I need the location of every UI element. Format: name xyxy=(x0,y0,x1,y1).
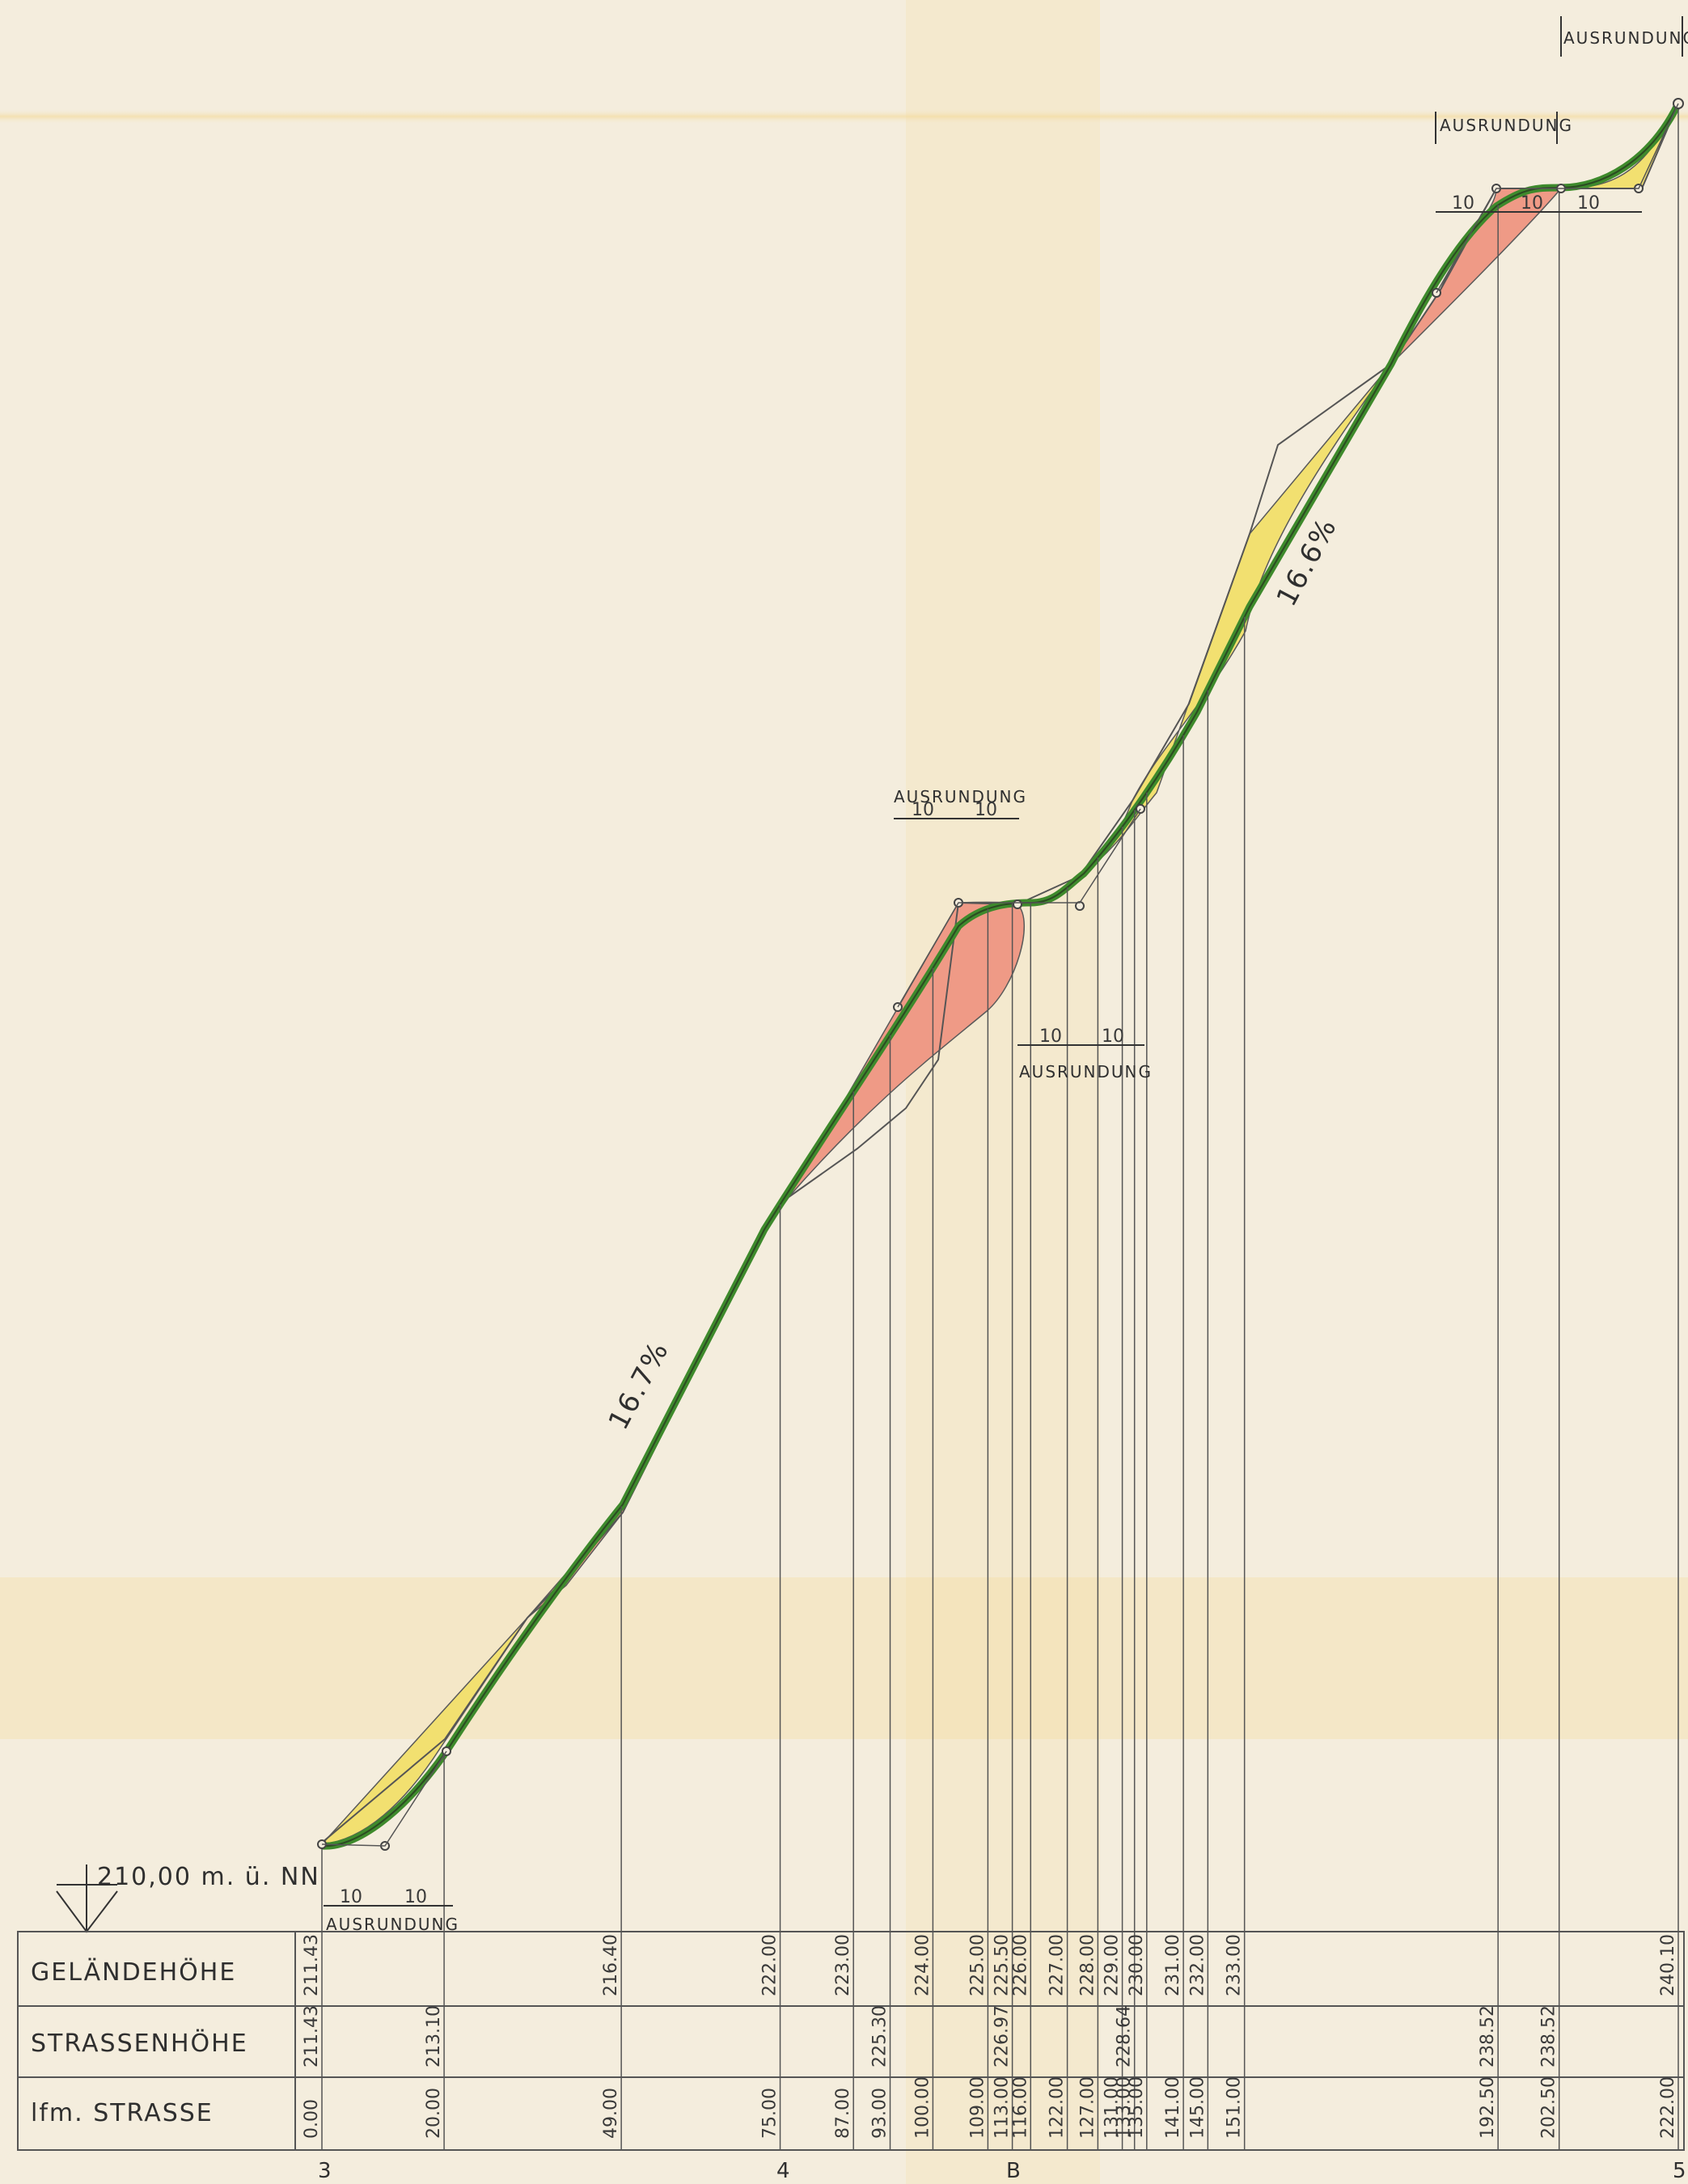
dim-10: 10 xyxy=(404,1887,427,1907)
table-value-lfm: 20.00 xyxy=(424,2088,444,2139)
paper-fold-vertical xyxy=(906,0,1100,2184)
ausrundung-label: AUSRUNDUNG xyxy=(894,787,1027,806)
table-value-terrain: 225.00 xyxy=(967,1934,988,1996)
dim-10: 10 xyxy=(1521,193,1543,214)
paper-glow-band xyxy=(0,1577,1688,1739)
table-value-lfm: 122.00 xyxy=(1047,2076,1068,2139)
table-value-lfm: 87.00 xyxy=(833,2088,853,2139)
table-value-lfm: 192.50 xyxy=(1478,2076,1498,2139)
table-value-terrain: 226.00 xyxy=(1010,1934,1030,1996)
dim-10: 10 xyxy=(912,800,934,820)
table-value-road: 228.64 xyxy=(1115,2005,1135,2068)
ausrundung-label: AUSRUNDUNG xyxy=(1019,1062,1153,1081)
table-value-terrain: 231.00 xyxy=(1163,1934,1183,1996)
table-value-terrain: 225.50 xyxy=(992,1934,1013,1996)
table-value-lfm: 0.00 xyxy=(302,2099,322,2139)
datum-label: 210,00 m. ü. NN xyxy=(97,1863,320,1891)
table-value-terrain: 227.00 xyxy=(1047,1934,1068,1996)
table-value-lfm: 93.00 xyxy=(870,2088,891,2139)
table-value-road: 225.30 xyxy=(870,2005,891,2068)
tangent-construction xyxy=(321,1750,447,1847)
bottom-mark-4: 4 xyxy=(776,2159,792,2183)
table-value-terrain: 223.00 xyxy=(833,1934,853,1996)
curve-point xyxy=(1673,98,1684,109)
table-value-lfm: 135.00 xyxy=(1127,2076,1147,2139)
row-label-lfm-strasse: lfm. STRASSE xyxy=(31,2099,214,2127)
table-value-lfm: 151.00 xyxy=(1225,2076,1245,2139)
table-value-terrain: 224.00 xyxy=(912,1934,933,1996)
table-value-road: 226.97 xyxy=(992,2005,1013,2068)
station-lines xyxy=(321,104,1679,2150)
table-value-road: 238.52 xyxy=(1478,2005,1498,2068)
row-label-strassenhoehe: STRASSENHÖHE xyxy=(31,2029,248,2058)
table-value-lfm: 49.00 xyxy=(601,2088,621,2139)
ausrundung-annotations: AUSRUNDUNG AUSRUNDUNG AUSRUNDUNG AUSRUND… xyxy=(326,28,1688,1934)
ausrundung-label: AUSRUNDUNG xyxy=(1440,116,1573,135)
dim-10: 10 xyxy=(1452,193,1474,214)
paper-fold-horizontal xyxy=(0,0,1688,259)
table-value-lfm: 141.00 xyxy=(1163,2076,1183,2139)
table-value-road: 213.10 xyxy=(424,2005,444,2068)
table-value-terrain: 228.00 xyxy=(1077,1934,1098,1996)
row-label-gelaendehoehe: GELÄNDEHÖHE xyxy=(31,1958,236,1987)
tangent-construction xyxy=(897,808,1141,1008)
table-value-lfm: 109.00 xyxy=(967,2076,988,2139)
dim-10: 10 xyxy=(1039,1026,1062,1047)
table-value-lfm: 222.00 xyxy=(1658,2076,1678,2139)
tangent-construction xyxy=(1436,103,1679,294)
ausrundung-brackets xyxy=(324,16,1683,1907)
dim-10: 10 xyxy=(975,800,997,820)
curve-point xyxy=(1013,899,1022,909)
table-value-road: 238.52 xyxy=(1539,2005,1559,2068)
table-value-lfm: 133.00 xyxy=(1115,2076,1135,2139)
dim-10: 10 xyxy=(1102,1026,1124,1047)
table-value-lfm: 202.50 xyxy=(1539,2076,1559,2139)
table-value-lfm: 116.00 xyxy=(1010,2076,1030,2139)
ausrundung-label: AUSRUNDUNG xyxy=(1563,28,1688,48)
table-value-terrain: 232.00 xyxy=(1187,1934,1208,1996)
table-value-lfm: 113.00 xyxy=(992,2076,1013,2139)
bottom-mark-3: 3 xyxy=(318,2159,333,2183)
table-value-terrain: 229.00 xyxy=(1102,1934,1123,1996)
bottom-mark-5: 5 xyxy=(1673,2159,1688,2183)
table-value-road: 211.43 xyxy=(302,2005,322,2068)
dim-10: 10 xyxy=(1577,193,1600,214)
table-value-lfm: 75.00 xyxy=(760,2088,781,2139)
table-value-terrain: 233.00 xyxy=(1225,1934,1245,1996)
dim-10: 10 xyxy=(340,1887,362,1907)
table-value-terrain: 240.10 xyxy=(1658,1934,1678,1996)
table-values: 211.43 211.43 0.00 213.10 20.00 216.40 49.00 22… xyxy=(302,1934,1678,2139)
table-value-lfm: 127.00 xyxy=(1077,2076,1098,2139)
table-value-terrain: 216.40 xyxy=(601,1934,621,1996)
table-value-terrain: 222.00 xyxy=(760,1934,781,1996)
profile-table xyxy=(17,1931,1685,2151)
table-value-lfm: 145.00 xyxy=(1187,2076,1208,2139)
table-value-terrain: 230.00 xyxy=(1127,1934,1147,1996)
table-value-lfm: 131.00 xyxy=(1102,2076,1123,2139)
curve-dimension-text: 10 10 10 10 10 10 10 10 10 xyxy=(340,193,1600,1907)
bottom-mark-b: B xyxy=(1006,2159,1022,2183)
table-value-terrain: 211.43 xyxy=(302,1934,322,1996)
table-value-lfm: 100.00 xyxy=(912,2076,933,2139)
